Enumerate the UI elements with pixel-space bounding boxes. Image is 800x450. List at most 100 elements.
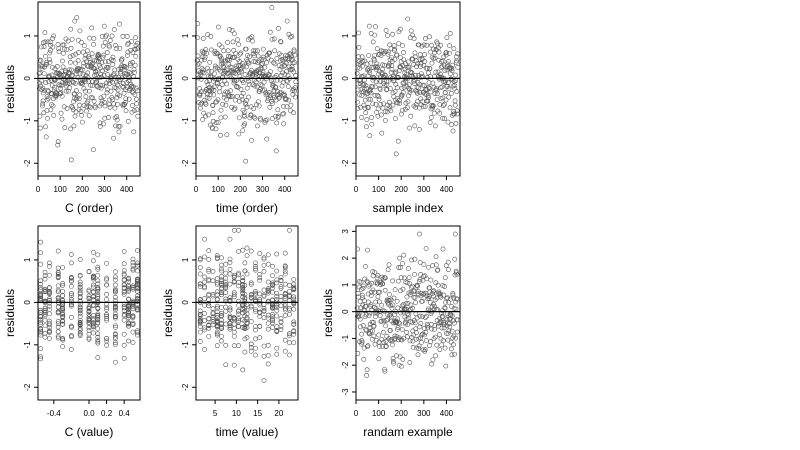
data-point xyxy=(209,87,215,93)
data-point xyxy=(227,323,233,329)
data-point xyxy=(217,89,222,95)
data-point xyxy=(56,49,62,55)
data-point xyxy=(403,301,409,307)
data-point xyxy=(120,81,126,86)
data-point xyxy=(197,324,203,329)
data-point xyxy=(98,65,103,71)
data-point xyxy=(450,292,456,298)
data-point xyxy=(374,275,380,281)
data-point xyxy=(420,347,426,353)
data-point xyxy=(356,30,362,36)
data-point xyxy=(60,280,66,286)
data-point xyxy=(450,318,456,324)
data-point xyxy=(359,339,365,345)
data-point xyxy=(77,290,83,296)
data-point xyxy=(121,249,127,254)
data-point xyxy=(356,45,362,50)
data-point xyxy=(424,65,430,71)
data-point xyxy=(389,305,395,311)
data-point xyxy=(104,90,110,96)
data-point xyxy=(69,303,74,309)
x-axis-label: sample index xyxy=(373,201,444,215)
data-point xyxy=(253,267,258,273)
data-point xyxy=(60,311,66,316)
data-point xyxy=(110,61,116,67)
data-point xyxy=(374,46,380,52)
y-tick-label: -1 xyxy=(181,341,190,349)
data-point xyxy=(214,280,220,286)
data-point xyxy=(384,87,390,92)
data-point xyxy=(450,128,456,134)
data-point xyxy=(244,311,250,317)
data-point xyxy=(130,315,136,321)
data-point xyxy=(244,253,250,259)
data-point xyxy=(367,325,373,330)
data-point xyxy=(445,295,450,301)
data-point xyxy=(242,260,248,266)
data-point xyxy=(399,107,405,113)
data-point xyxy=(101,52,107,58)
data-point xyxy=(236,272,241,278)
data-point xyxy=(397,26,403,32)
data-point xyxy=(47,296,52,301)
data-point xyxy=(105,64,111,70)
y-axis-label: residuals xyxy=(3,65,17,113)
data-point xyxy=(261,353,267,359)
data-point xyxy=(227,295,233,301)
data-point xyxy=(363,124,369,130)
data-point xyxy=(265,252,271,258)
data-point xyxy=(285,84,291,89)
data-point xyxy=(442,306,448,311)
data-point xyxy=(77,285,83,290)
data-point xyxy=(47,39,53,45)
data-point xyxy=(366,53,372,58)
data-point xyxy=(259,62,264,68)
x-tick-label: 200 xyxy=(395,409,409,418)
data-point xyxy=(445,337,451,343)
data-point xyxy=(231,31,237,37)
data-point xyxy=(227,326,233,332)
data-point xyxy=(418,335,423,341)
data-point xyxy=(393,151,399,157)
data-point xyxy=(112,67,118,73)
data-point xyxy=(212,51,218,57)
data-point xyxy=(134,107,140,113)
data-point xyxy=(41,44,47,49)
data-point xyxy=(384,318,389,323)
data-point xyxy=(410,344,416,350)
data-point xyxy=(210,110,216,116)
data-point xyxy=(65,38,71,44)
data-point xyxy=(288,67,294,72)
data-point xyxy=(47,59,53,65)
data-point xyxy=(408,87,414,93)
data-point xyxy=(86,335,92,341)
data-point xyxy=(354,70,360,76)
data-point xyxy=(273,113,279,119)
data-point xyxy=(452,351,457,357)
data-point xyxy=(358,104,363,110)
data-point xyxy=(211,87,217,93)
y-tick-label: 0 xyxy=(23,300,32,305)
data-point xyxy=(282,250,288,256)
data-point xyxy=(416,343,422,349)
data-point xyxy=(385,78,391,84)
data-point xyxy=(60,265,66,270)
data-point xyxy=(363,264,368,269)
data-point xyxy=(282,296,288,301)
data-point xyxy=(248,280,254,286)
data-point xyxy=(434,91,440,97)
data-point xyxy=(362,105,368,111)
data-point xyxy=(38,125,43,131)
data-point xyxy=(55,265,61,271)
data-point xyxy=(265,361,271,367)
data-point xyxy=(375,289,381,295)
data-point xyxy=(212,48,218,54)
data-point xyxy=(221,48,227,54)
data-point xyxy=(99,98,105,104)
data-point xyxy=(364,117,370,122)
data-point xyxy=(227,57,233,63)
data-point xyxy=(375,294,381,300)
x-tick-label: 200 xyxy=(395,185,409,194)
data-point xyxy=(392,46,398,52)
data-point xyxy=(282,265,288,271)
